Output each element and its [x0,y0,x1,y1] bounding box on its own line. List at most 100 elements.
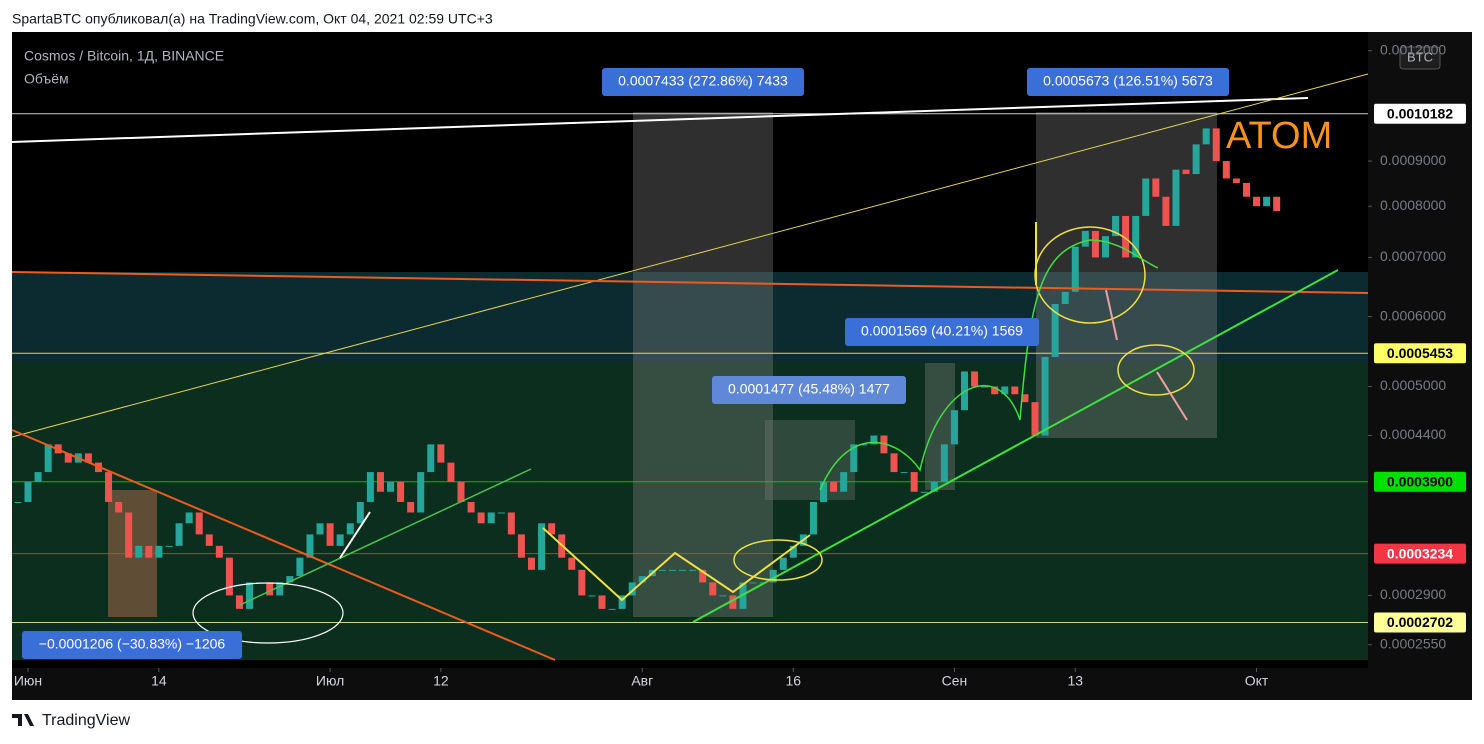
y-tick-label: 0.0009000 [1380,152,1446,168]
candle [44,444,52,473]
circle [1117,344,1195,396]
candle [1142,178,1150,216]
x-tick-label: Июл [316,673,344,689]
candle [779,557,787,570]
candle [246,582,254,609]
candle [447,462,455,482]
candle [1112,215,1120,237]
measure-box [765,420,855,500]
circle [192,582,344,644]
price-tag [1374,612,1466,633]
time-scale [12,668,1472,700]
y-tick-label: 0.0002900 [1380,586,1446,602]
measure-box [925,363,955,490]
candle [709,582,717,596]
price-tag [1374,543,1466,564]
candle [155,545,163,558]
logo: TradingView [12,712,130,729]
candle [457,481,465,502]
candle [1202,128,1210,145]
candle [1232,178,1240,183]
arrow [1156,371,1188,421]
candle [789,545,797,558]
x-tick-label: Авг [631,673,653,689]
header: SpartaBTC опубликовал(а) на TradingView.… [12,11,493,27]
candle [306,534,314,558]
candle [1061,291,1069,304]
candle [437,444,445,463]
candle [467,501,475,513]
candle [568,557,576,570]
candle [195,512,203,535]
y-tick-label: 0.0006000 [1380,307,1446,323]
candle [477,512,485,524]
label-box [845,318,1039,346]
annotation: ATOM [1226,115,1332,157]
candle [1273,196,1281,212]
candle [588,595,596,597]
candle [1031,402,1039,436]
candle [890,453,898,473]
candle [1253,196,1261,207]
x-tick-label: 13 [1067,673,1083,689]
candle [1021,394,1029,403]
candle [1182,169,1190,175]
candle [225,557,233,596]
candle [1091,230,1099,258]
candle [930,481,938,492]
candle [840,472,848,492]
candle [1071,246,1079,292]
candle [497,512,505,514]
candle [235,595,243,609]
candle [1101,236,1109,258]
candle [830,481,838,492]
candle [397,481,405,502]
candle [346,523,354,535]
candle [538,523,546,570]
candle [507,512,515,535]
candle [266,582,274,596]
candle [376,472,384,492]
chart-title: Cosmos / Bitcoin, 1Д, BINANCE [24,48,224,64]
candle [185,512,193,524]
candle [14,501,22,503]
candle [316,523,324,535]
price-tag-label: 0.0003234 [1387,545,1453,561]
levels [12,113,1368,624]
arrow [1105,289,1118,341]
candle [598,595,606,609]
candle [175,523,183,546]
price-tag [1374,343,1466,364]
candle [387,481,395,492]
candle [548,523,556,535]
candle [658,569,666,571]
price-tag-label: 0.0003900 [1387,473,1453,489]
measure-box [633,112,773,617]
measure-box [1036,112,1217,438]
x-tick-label: 14 [151,673,167,689]
x-tick-label: Сен [942,673,968,689]
candle [1242,182,1250,197]
price-tag [1374,471,1466,492]
candle [699,569,707,583]
y-tick-label: 0.0002550 [1380,635,1446,651]
candle [407,501,415,513]
candle [115,501,123,513]
candle [336,534,344,546]
label-box [602,68,804,96]
candle [326,523,334,546]
currency-badge [1399,46,1441,70]
measure-label: 0.0005673 (126.51%) 5673 [1043,73,1213,89]
trend-line [11,429,556,661]
candle [940,444,948,482]
trend-line [11,73,1369,438]
candle [487,512,495,524]
candle [981,386,989,388]
price-tag-label: 0.0010182 [1387,105,1453,121]
price-tag-label: 0.0002702 [1387,614,1453,630]
price-tag-label: 0.0005453 [1387,345,1453,361]
trend-line [692,269,1339,623]
candle [971,371,979,387]
candle [356,501,364,524]
logo-icon [12,714,34,726]
